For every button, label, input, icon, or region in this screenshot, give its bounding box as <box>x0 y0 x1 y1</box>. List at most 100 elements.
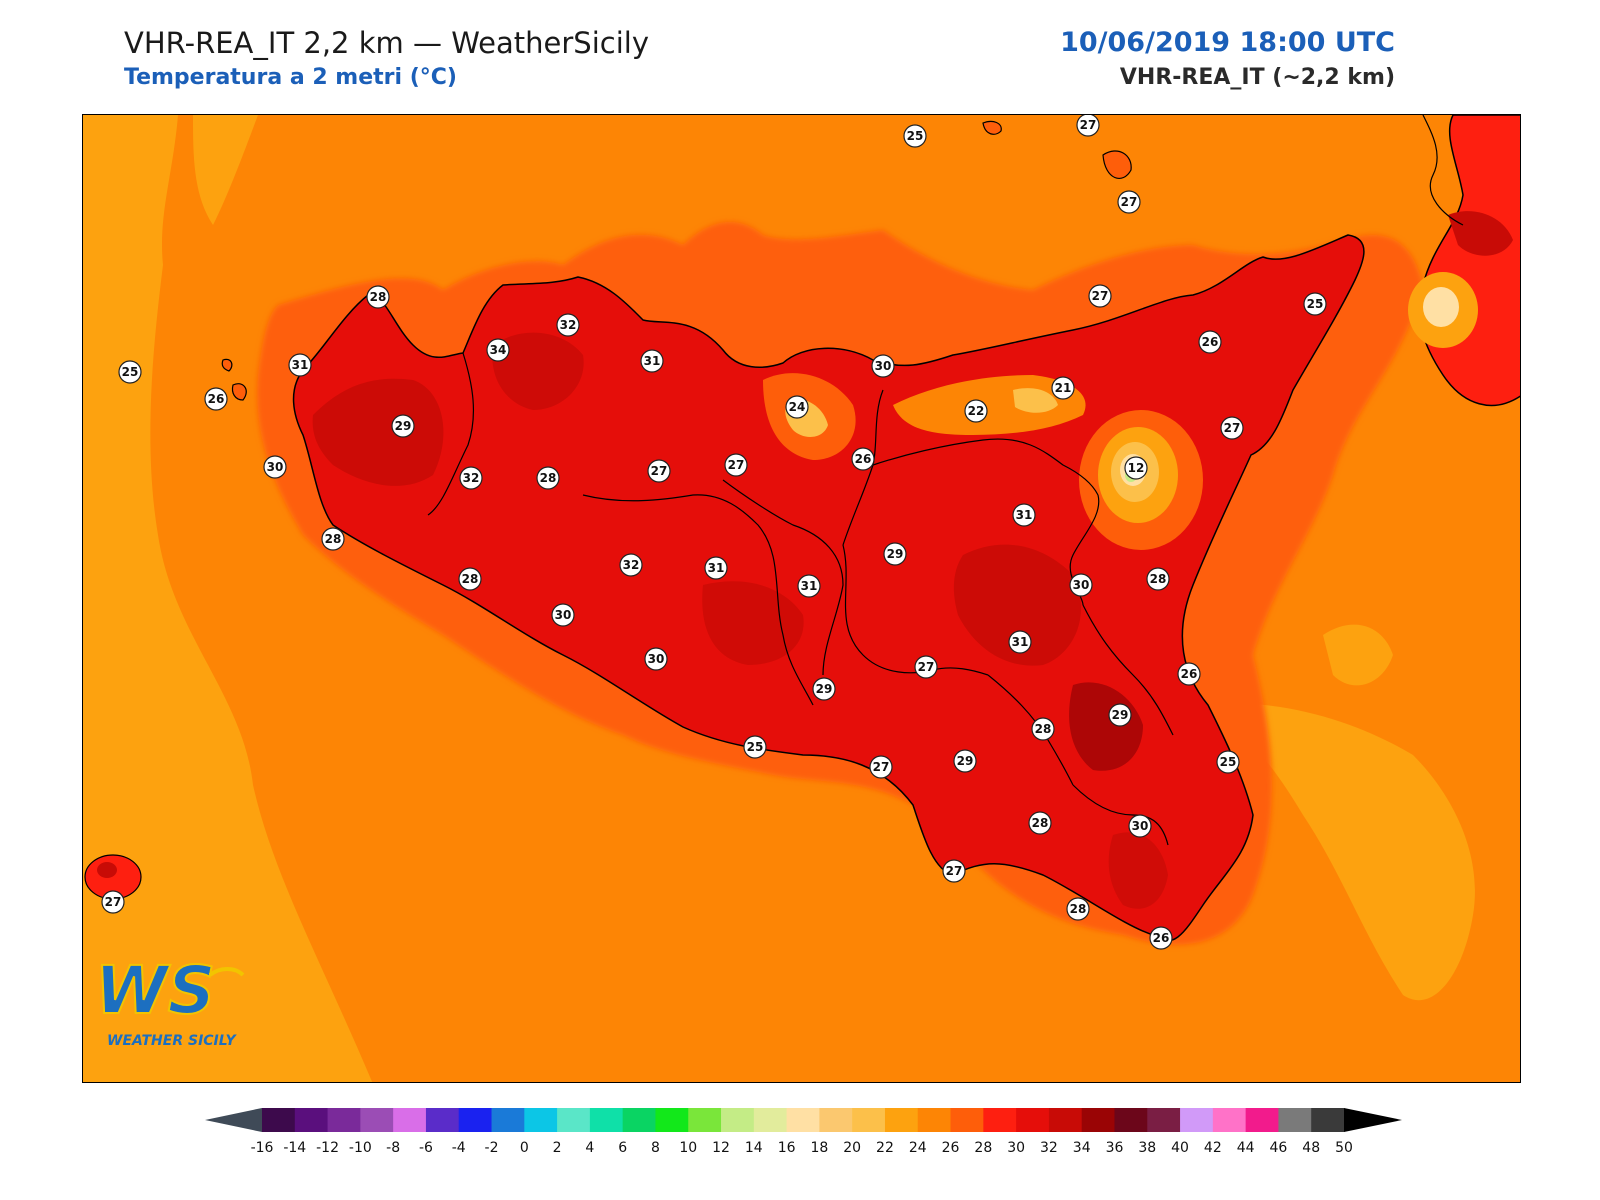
colorbar-segment <box>327 1108 361 1132</box>
station-marker: 30 <box>551 603 575 627</box>
station-circle <box>556 313 580 337</box>
colorbar-tick-label: 38 <box>1138 1140 1156 1156</box>
station-circle <box>704 556 728 580</box>
border-trapani-palermo <box>427 352 475 516</box>
station-circle <box>459 466 483 490</box>
pantelleria-hot <box>97 862 117 878</box>
station-circle <box>1146 567 1170 591</box>
station-value: 27 <box>1092 289 1109 303</box>
cool-sea-west <box>83 115 373 1082</box>
station-value: 27 <box>946 864 963 878</box>
station-marker: 32 <box>459 466 483 490</box>
colorbar-tick-label: 24 <box>909 1140 927 1156</box>
station-value: 25 <box>122 365 139 379</box>
station-value: 28 <box>1032 816 1049 830</box>
map-title: VHR-REA_IT 2,2 km — WeatherSicily <box>124 26 649 60</box>
aeolian-island-lipari <box>1102 150 1132 180</box>
station-circle <box>288 353 312 377</box>
station-marker: 21 <box>1051 376 1075 400</box>
colorbar-tick-label: 36 <box>1106 1140 1124 1156</box>
station-value: 27 <box>1121 195 1138 209</box>
station-value: 28 <box>1070 902 1087 916</box>
station-value: 27 <box>651 464 668 478</box>
station-circle <box>1066 897 1090 921</box>
border-catania-siracusa <box>1082 604 1174 736</box>
colorbar-segment <box>1147 1108 1181 1132</box>
aeolian-island-alicudi <box>982 120 1002 135</box>
station-marker: 31 <box>288 353 312 377</box>
colorbar-segment <box>1048 1108 1083 1132</box>
station-value: 26 <box>1202 335 1219 349</box>
logo-initials: WS <box>95 952 215 1029</box>
colorbar-segment <box>1311 1108 1345 1132</box>
station-marker: 27 <box>101 890 125 914</box>
colorbar-segment <box>917 1108 952 1132</box>
station-circle <box>1088 284 1112 308</box>
station-circle <box>366 285 390 309</box>
colorbar-segment <box>786 1108 820 1132</box>
colorbar-segment <box>1245 1108 1279 1132</box>
colorbar-segment <box>1180 1108 1214 1132</box>
colorbar-segment <box>524 1108 558 1132</box>
station-marker: 30 <box>263 455 287 479</box>
logo-name: WEATHER SICILY <box>107 1033 238 1049</box>
station-circle <box>1117 190 1141 214</box>
station-value: 12 <box>1128 461 1145 475</box>
colorbar-tick-label: 48 <box>1302 1140 1320 1156</box>
station-marker: 31 <box>1008 630 1032 654</box>
colorbar-segment <box>294 1108 329 1132</box>
station-marker: 27 <box>942 859 966 883</box>
station-value: 26 <box>1153 931 1170 945</box>
station-value: 28 <box>540 471 557 485</box>
colorbar-segment <box>360 1108 394 1132</box>
station-value: 28 <box>1035 722 1052 736</box>
nebrodi-peak <box>1013 388 1058 413</box>
colorbar-tick-label: 18 <box>810 1140 828 1156</box>
colorbar-tick-label: 22 <box>876 1140 894 1156</box>
colorbar-segment <box>1081 1108 1115 1132</box>
header-right: 10/06/2019 18:00 UTC VHR-REA_IT (~2,2 km… <box>1060 24 1395 94</box>
colorbar-segment <box>819 1108 853 1132</box>
station-circle <box>724 453 748 477</box>
station-marker: 27 <box>724 453 748 477</box>
station-marker: 32 <box>619 553 643 577</box>
colorbar-tick-label: 50 <box>1335 1140 1353 1156</box>
border-palermo-messina <box>842 389 884 546</box>
station-circle <box>1303 292 1327 316</box>
station-value: 27 <box>918 660 935 674</box>
station-marker: 28 <box>1066 897 1090 921</box>
colorbar-segment <box>983 1108 1017 1132</box>
colorbar-tick-label: 12 <box>712 1140 730 1156</box>
station-marker: 22 <box>964 399 988 423</box>
station-marker: 34 <box>486 338 510 362</box>
colorbar-tick-label: -10 <box>349 1140 372 1156</box>
station-value: 22 <box>968 404 985 418</box>
station-marker: 29 <box>883 542 907 566</box>
station-circle <box>871 354 895 378</box>
station-value: 34 <box>490 343 507 357</box>
colorbar-segment <box>262 1108 296 1132</box>
colorbar-tick-label: 26 <box>942 1140 960 1156</box>
station-circle <box>1128 814 1152 838</box>
station-value: 26 <box>1181 667 1198 681</box>
station-marker: 28 <box>366 285 390 309</box>
station-circle <box>785 395 809 419</box>
station-circle <box>1028 811 1052 835</box>
colorbar-under-arrow <box>205 1108 262 1132</box>
station-circle <box>1069 573 1093 597</box>
colorbar-tick-label: 46 <box>1270 1140 1288 1156</box>
border-messina-enna <box>872 438 1099 496</box>
border-agrigento-caltanissetta <box>582 494 814 706</box>
temperature-map: 25 27 27 28 31 25 26 29 30 28 34 32 31 32 28 27 27 24 26 30… <box>82 114 1521 1083</box>
station-marker: 28 <box>1031 717 1055 741</box>
station-circle <box>118 360 142 384</box>
station-value: 29 <box>816 682 833 696</box>
station-value: 27 <box>728 458 745 472</box>
station-marker: 29 <box>391 414 415 438</box>
calabria-hot-patch <box>1448 211 1513 256</box>
colorbar-tick-label: 28 <box>974 1140 992 1156</box>
colorbar-segment <box>1016 1108 1050 1132</box>
station-circle <box>797 574 821 598</box>
station-value: 21 <box>1055 381 1072 395</box>
station-circle <box>1012 503 1036 527</box>
